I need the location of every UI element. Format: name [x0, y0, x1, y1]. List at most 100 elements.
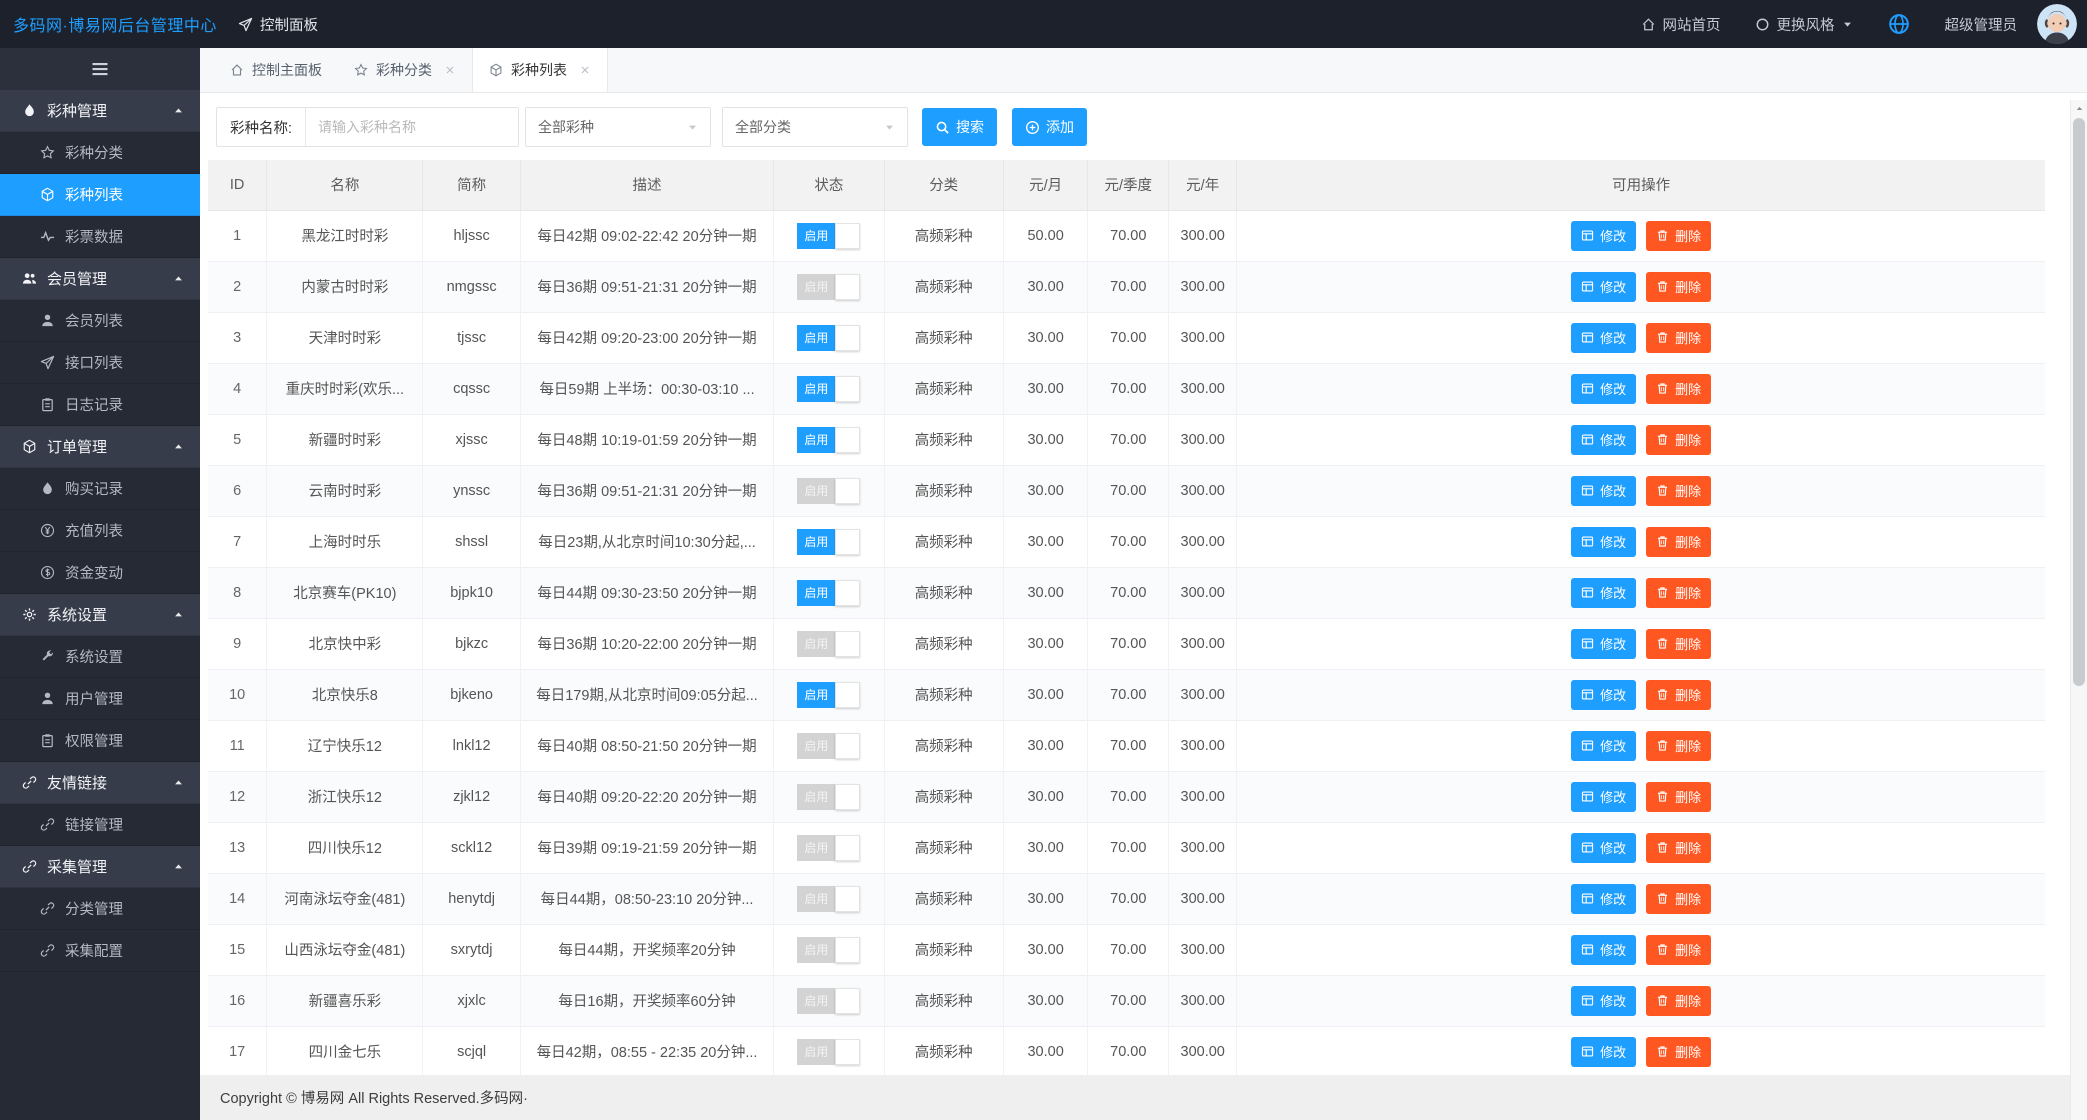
status-switch[interactable]: 启用	[797, 426, 861, 453]
topnav-dashboard[interactable]: 控制面板	[238, 14, 318, 35]
sidebar-collapse-button[interactable]	[0, 48, 200, 90]
sidebar-item-lottery-list[interactable]: 彩种列表	[0, 174, 200, 216]
status-switch[interactable]: 启用	[797, 987, 861, 1014]
status-switch[interactable]: 启用	[797, 783, 861, 810]
sidebar-section-member-management[interactable]: 会员管理	[0, 258, 200, 300]
delete-button[interactable]: 删除	[1646, 730, 1712, 761]
cell-code: lnkl12	[422, 720, 521, 772]
delete-button[interactable]: 删除	[1646, 883, 1712, 914]
delete-button[interactable]: 删除	[1646, 526, 1712, 557]
sidebar-item-user-management[interactable]: 用户管理	[0, 678, 200, 720]
sidebar-section-collection-management[interactable]: 采集管理	[0, 846, 200, 888]
edit-button[interactable]: 修改	[1571, 220, 1637, 251]
edit-button[interactable]: 修改	[1571, 577, 1637, 608]
status-switch[interactable]: 启用	[797, 1038, 861, 1065]
sidebar-item-member-list[interactable]: 会员列表	[0, 300, 200, 342]
lottery-type-select[interactable]: 全部彩种	[525, 107, 712, 147]
delete-button[interactable]: 删除	[1646, 271, 1712, 302]
status-switch[interactable]: 启用	[797, 630, 861, 657]
sidebar-item-funds-changes[interactable]: 资金变动	[0, 552, 200, 594]
sidebar-item-lottery-categories[interactable]: 彩种分类	[0, 132, 200, 174]
cell-id: 9	[208, 618, 268, 670]
cell-actions: 修改 删除	[1236, 771, 2045, 823]
scroll-up-arrow-icon[interactable]	[2071, 100, 2087, 116]
status-switch[interactable]: 启用	[797, 936, 861, 963]
cell-month: 30.00	[1003, 516, 1089, 568]
sidebar-item-purchase-records[interactable]: 购买记录	[0, 468, 200, 510]
delete-button[interactable]: 删除	[1646, 832, 1712, 863]
edit-button[interactable]: 修改	[1571, 781, 1637, 812]
edit-button[interactable]: 修改	[1571, 832, 1637, 863]
status-switch[interactable]: 启用	[797, 375, 861, 402]
edit-button[interactable]: 修改	[1571, 934, 1637, 965]
search-button[interactable]: 搜索	[922, 108, 998, 146]
sidebar-section-friend-links[interactable]: 友情链接	[0, 762, 200, 804]
edit-button[interactable]: 修改	[1571, 985, 1637, 1016]
category-select[interactable]: 全部分类	[722, 107, 909, 147]
admin-user-menu[interactable]: 超级管理员	[1945, 14, 2018, 35]
tab-dashboard[interactable]: 控制主面板	[214, 48, 338, 92]
delete-button[interactable]: 删除	[1646, 322, 1712, 353]
cell-category: 高频彩种	[884, 771, 1004, 823]
edit-button[interactable]: 修改	[1571, 679, 1637, 710]
edit-button[interactable]: 修改	[1571, 424, 1637, 455]
table-row: 9 北京快中彩 bjkzc 每日36期 10:20-22:00 20分钟一期 启用 高频彩…	[208, 618, 2045, 670]
sidebar-section-order-management[interactable]: 订单管理	[0, 426, 200, 468]
delete-button[interactable]: 删除	[1646, 628, 1712, 659]
delete-button[interactable]: 删除	[1646, 1036, 1712, 1067]
sidebar-item-recharge-list[interactable]: 充值列表	[0, 510, 200, 552]
sidebar-item-collection-config[interactable]: 采集配置	[0, 930, 200, 972]
status-switch[interactable]: 启用	[797, 324, 861, 351]
status-switch[interactable]: 启用	[797, 834, 861, 861]
cell-actions: 修改 删除	[1236, 1026, 2045, 1078]
sidebar-section-lottery-management[interactable]: 彩种管理	[0, 90, 200, 132]
delete-button[interactable]: 删除	[1646, 220, 1712, 251]
delete-button[interactable]: 删除	[1646, 475, 1712, 506]
cell-desc: 每日179期,从北京时间09:05分起...	[520, 669, 775, 721]
vertical-scrollbar[interactable]	[2070, 100, 2087, 1120]
avatar[interactable]	[2037, 4, 2077, 44]
edit-button[interactable]: 修改	[1571, 628, 1637, 659]
delete-button[interactable]: 删除	[1646, 985, 1712, 1016]
status-switch[interactable]: 启用	[797, 579, 861, 606]
tab-lottery-categories[interactable]: 彩种分类	[338, 48, 472, 92]
edit-button[interactable]: 修改	[1571, 883, 1637, 914]
close-icon[interactable]	[579, 64, 591, 76]
status-switch[interactable]: 启用	[797, 681, 861, 708]
switch-style-menu[interactable]: 更换风格	[1755, 14, 1853, 35]
delete-button[interactable]: 删除	[1646, 781, 1712, 812]
status-switch[interactable]: 启用	[797, 222, 861, 249]
status-switch[interactable]: 启用	[797, 528, 861, 555]
sidebar-item-link-management[interactable]: 链接管理	[0, 804, 200, 846]
sidebar-section-system-settings-group[interactable]: 系统设置	[0, 594, 200, 636]
delete-button[interactable]: 删除	[1646, 424, 1712, 455]
status-switch[interactable]: 启用	[797, 885, 861, 912]
edit-button[interactable]: 修改	[1571, 475, 1637, 506]
delete-button[interactable]: 删除	[1646, 679, 1712, 710]
site-home-link[interactable]: 网站首页	[1641, 14, 1721, 35]
sidebar-item-system-settings[interactable]: 系统设置	[0, 636, 200, 678]
add-button[interactable]: 添加	[1012, 108, 1088, 146]
lottery-name-input[interactable]	[306, 108, 519, 146]
status-switch[interactable]: 启用	[797, 732, 861, 759]
sidebar-item-category-management[interactable]: 分类管理	[0, 888, 200, 930]
sidebar-item-lottery-data[interactable]: 彩票数据	[0, 216, 200, 258]
status-switch[interactable]: 启用	[797, 477, 861, 504]
scrollbar-thumb[interactable]	[2073, 118, 2085, 686]
edit-button[interactable]: 修改	[1571, 271, 1637, 302]
edit-button[interactable]: 修改	[1571, 373, 1637, 404]
edit-button[interactable]: 修改	[1571, 730, 1637, 761]
edit-button[interactable]: 修改	[1571, 322, 1637, 353]
sidebar-item-permission-management[interactable]: 权限管理	[0, 720, 200, 762]
sidebar-item-log-records[interactable]: 日志记录	[0, 384, 200, 426]
close-icon[interactable]	[444, 64, 456, 76]
app-logo[interactable]: 多码网·博易网后台管理中心	[13, 18, 217, 35]
sidebar-item-api-list[interactable]: 接口列表	[0, 342, 200, 384]
tab-lottery-list[interactable]: 彩种列表	[472, 48, 608, 92]
delete-button[interactable]: 删除	[1646, 934, 1712, 965]
status-switch[interactable]: 启用	[797, 273, 861, 300]
edit-button[interactable]: 修改	[1571, 1036, 1637, 1067]
delete-button[interactable]: 删除	[1646, 373, 1712, 404]
edit-button[interactable]: 修改	[1571, 526, 1637, 557]
delete-button[interactable]: 删除	[1646, 577, 1712, 608]
